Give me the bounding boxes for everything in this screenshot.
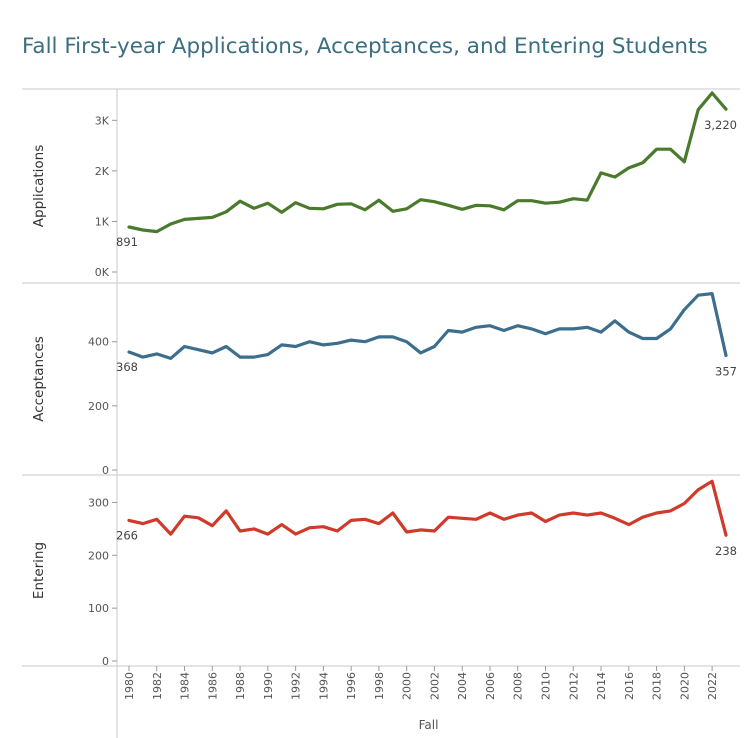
panel-acceptances: Acceptances 0 200 400 368 357 [31,292,737,477]
y-tick-label: 3K [95,114,110,127]
y-tick-label: 0K [95,266,110,279]
x-axis: 1980 1982 1984 1986 1988 1990 1992 1994 1996 1998… [123,666,719,732]
chart-panels: Applications 0K 1K 2K 3K 891 3,220 Acceptances 0… [31,91,737,668]
x-tick-label: 1992 [290,672,303,700]
y-tick-label: 200 [88,400,109,413]
y-tick-label: 2K [95,165,110,178]
x-tick-label: 1998 [373,672,386,700]
y-tick-label: 200 [88,549,109,562]
last-value-label: 238 [715,544,737,558]
y-tick-label: 1K [95,215,110,228]
last-value-label: 357 [715,365,737,379]
x-tick-label: 2014 [595,672,608,700]
y-axis-title: Acceptances [31,336,47,422]
last-value-label: 3,220 [704,118,737,132]
x-tick-label: 2006 [484,672,497,700]
y-axis-title: Applications [31,145,47,227]
y-axis-title: Entering [31,542,47,599]
series-line-applications [127,91,728,234]
x-axis-title: Fall [419,718,439,732]
series-line-entering [127,479,728,537]
x-tick-label: 1986 [206,672,219,700]
panel-frames [22,88,740,738]
x-tick-label: 1984 [179,672,192,700]
first-value-label: 368 [116,360,138,374]
y-tick-label: 0 [102,655,109,668]
y-tick-label: 300 [88,496,109,509]
panel-entering: Entering 0 100 200 300 266 238 [31,479,737,668]
x-tick-label: 2002 [428,672,441,700]
first-value-label: 266 [116,528,138,542]
x-tick-label: 2008 [512,672,525,700]
y-tick-label: 100 [88,602,109,615]
y-tick-label: 0 [102,464,109,477]
x-tick-label: 2000 [401,672,414,700]
x-tick-label: 2018 [651,672,664,700]
x-tick-label: 1996 [345,672,358,700]
x-tick-label: 2004 [456,672,469,700]
x-tick-label: 1990 [262,672,275,700]
x-tick-label: 2020 [678,672,691,700]
x-tick-label: 2010 [540,672,553,700]
x-tick-label: 2016 [623,672,636,700]
y-tick-label: 400 [88,336,109,349]
series-line-acceptances [127,292,728,360]
x-tick-label: 2022 [706,672,719,700]
x-tick-label: 1980 [123,672,136,700]
x-tick-label: 1988 [234,672,247,700]
first-value-label: 891 [116,235,138,249]
chart-title: Fall First-year Applications, Acceptance… [22,34,708,59]
x-tick-label: 2012 [567,672,580,700]
x-tick-label: 1994 [317,672,330,700]
x-tick-label: 1982 [151,672,164,700]
panel-applications: Applications 0K 1K 2K 3K 891 3,220 [31,91,737,279]
